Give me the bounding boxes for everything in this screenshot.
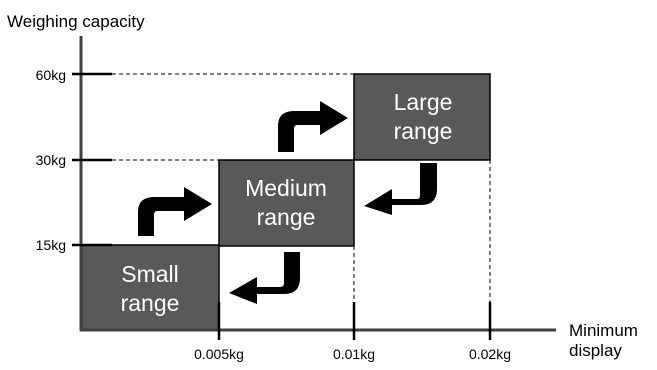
arrow-large-to-medium-icon — [364, 163, 437, 215]
medium-range-box — [218, 159, 355, 247]
arrow-medium-to-small-icon — [229, 252, 300, 304]
transition-arrows — [138, 101, 437, 304]
large-range-label-line-2: range — [394, 118, 453, 144]
small-range-label-line-2: range — [121, 290, 180, 316]
x-tick-marks — [217, 302, 492, 340]
large-range-box — [353, 73, 491, 161]
y-axis-title: Weighing capacity — [7, 12, 145, 31]
x-axis-title-line-2: display — [569, 341, 622, 360]
x-tick-label-0005kg: 0.005kg — [194, 346, 244, 362]
x-axis-title-line-1: Minimum — [569, 321, 638, 340]
medium-range-label-line-2: range — [257, 204, 316, 230]
arrow-small-to-medium-icon — [138, 187, 212, 236]
y-tick-label-15kg: 15kg — [36, 237, 66, 253]
y-tick-label-60kg: 60kg — [36, 67, 66, 83]
x-tick-label-001kg: 0.01kg — [333, 346, 375, 362]
small-range-box — [80, 244, 220, 331]
arrow-medium-to-large-icon — [278, 101, 348, 152]
medium-range-label-line-1: Medium — [245, 175, 327, 201]
small-range-label-line-1: Small — [121, 261, 179, 287]
x-tick-label-002kg: 0.02kg — [469, 346, 511, 362]
y-tick-label-30kg: 30kg — [36, 152, 66, 168]
y-tick-marks — [72, 72, 112, 247]
large-range-label-line-1: Large — [394, 89, 453, 115]
